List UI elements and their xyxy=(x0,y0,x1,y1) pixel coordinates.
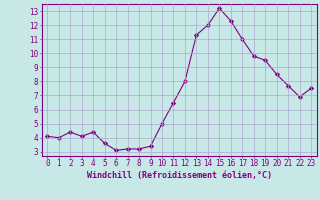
X-axis label: Windchill (Refroidissement éolien,°C): Windchill (Refroidissement éolien,°C) xyxy=(87,171,272,180)
